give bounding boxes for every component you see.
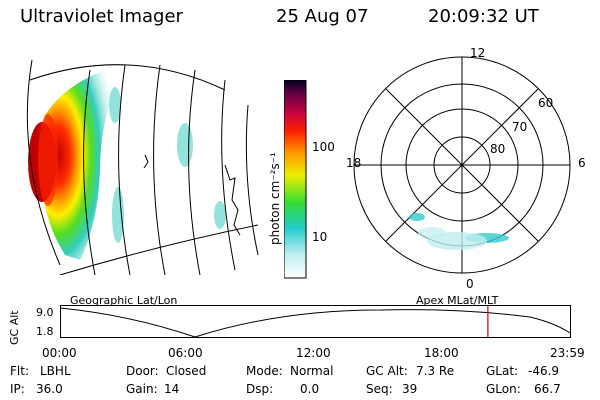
flt-value: LBHL xyxy=(40,364,71,378)
colorbar-unit-label: photon cm⁻²s⁻¹ xyxy=(268,152,282,245)
mlt-label-12: 12 xyxy=(470,46,486,60)
instrument-title: Ultraviolet Imager xyxy=(20,6,183,27)
seq-value: 39 xyxy=(402,382,418,396)
orbit-x-tick-2359: 23:59 xyxy=(550,346,585,360)
orbit-x-tick-1200: 12:00 xyxy=(296,346,331,360)
geographic-aurora-image xyxy=(26,59,259,275)
colorbar-tick-100: 100 xyxy=(312,140,335,154)
mlt-label-6: 6 xyxy=(578,156,586,170)
orbit-y-tick-bottom: 1.8 xyxy=(36,325,54,338)
gain-label: Gain: xyxy=(126,382,158,396)
colorbar-tick-10: 10 xyxy=(312,230,328,244)
ip-label: IP: xyxy=(10,382,25,396)
orbit-y-label: GC Alt xyxy=(8,310,21,345)
orbit-right-caption: Apex MLat/MLT xyxy=(416,294,499,307)
dsp-value: 0.0 xyxy=(300,382,320,396)
time-label: 20:09:32 UT xyxy=(428,6,539,27)
glat-label: GLat: xyxy=(486,364,519,378)
seq-label: Seq: xyxy=(366,382,393,396)
glon-value: 66.7 xyxy=(534,382,561,396)
orbit-x-tick-0000: 00:00 xyxy=(42,346,77,360)
dsp-label: Dsp: xyxy=(246,382,274,396)
orbit-altitude-plot xyxy=(60,305,571,338)
glon-label: GLon: xyxy=(486,382,521,396)
flt-label: Flt: xyxy=(10,364,29,378)
date-label: 25 Aug 07 xyxy=(276,6,369,27)
orbit-x-tick-0600: 06:00 xyxy=(168,346,203,360)
mlat-label-60: 60 xyxy=(538,96,554,110)
glat-value: -46.9 xyxy=(528,364,560,378)
door-label: Door: xyxy=(126,364,159,378)
mlt-label-18: 18 xyxy=(346,156,362,170)
gcalt-label: GC Alt: xyxy=(366,364,408,378)
mlat-label-80: 80 xyxy=(490,142,506,156)
mlat-label-70: 70 xyxy=(512,120,528,134)
mlt-label-0: 0 xyxy=(466,277,474,291)
gcalt-value: 7.3 Re xyxy=(416,364,455,378)
mode-label: Mode: xyxy=(246,364,283,378)
intensity-colorbar xyxy=(284,80,307,279)
orbit-left-caption: Geographic Lat/Lon xyxy=(70,294,178,307)
gain-value: 14 xyxy=(164,382,180,396)
door-value: Closed xyxy=(166,364,207,378)
orbit-y-tick-top: 9.0 xyxy=(36,306,54,319)
mode-value: Normal xyxy=(290,364,334,378)
orbit-x-tick-1800: 18:00 xyxy=(424,346,459,360)
polar-mlt-plot xyxy=(353,56,571,274)
ip-value: 36.0 xyxy=(36,382,63,396)
